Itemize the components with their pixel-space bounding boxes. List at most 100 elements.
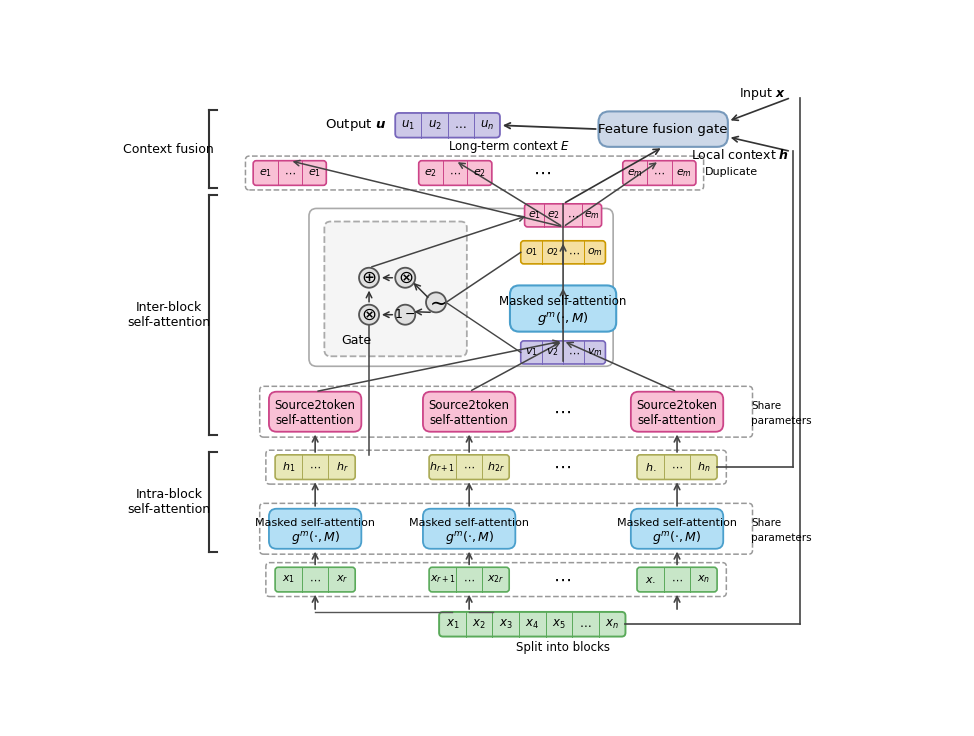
Text: $x_1$: $x_1$ <box>445 618 460 631</box>
Text: $g^m(\cdot, M)$: $g^m(\cdot, M)$ <box>444 529 494 546</box>
Text: $\cdots$: $\cdots$ <box>309 462 321 473</box>
Text: parameters: parameters <box>751 416 811 425</box>
Text: $h_n$: $h_n$ <box>697 460 710 474</box>
Text: $e_2$: $e_2$ <box>547 210 560 222</box>
Text: $x_{r+1}$: $x_{r+1}$ <box>430 573 456 585</box>
Text: $\cdots$: $\cdots$ <box>464 575 475 584</box>
Circle shape <box>395 268 415 288</box>
Text: $x_2$: $x_2$ <box>472 618 486 631</box>
Text: $v_2$: $v_2$ <box>546 347 559 358</box>
Text: Source2token: Source2token <box>275 399 356 412</box>
Text: $\sim$: $\sim$ <box>426 292 447 312</box>
Text: $\cdots$: $\cdots$ <box>533 164 551 182</box>
FancyBboxPatch shape <box>430 455 509 479</box>
Text: Share: Share <box>751 400 781 411</box>
Text: $x_1$: $x_1$ <box>281 573 295 585</box>
Text: $\cdots$: $\cdots$ <box>567 210 579 220</box>
Text: Duplicate: Duplicate <box>705 167 759 177</box>
Text: $v_1$: $v_1$ <box>525 347 538 358</box>
Text: $h_{2r}$: $h_{2r}$ <box>487 460 505 474</box>
Text: $h_1$: $h_1$ <box>281 460 295 474</box>
Text: Output $\boldsymbol{u}$: Output $\boldsymbol{u}$ <box>324 117 386 133</box>
Text: $\cdots$: $\cdots$ <box>671 575 683 584</box>
Text: $e_2$: $e_2$ <box>473 167 486 179</box>
Text: Share: Share <box>751 517 781 528</box>
Text: $o_m$: $o_m$ <box>587 247 603 258</box>
Text: Inter-block
self-attention: Inter-block self-attention <box>128 301 210 329</box>
FancyBboxPatch shape <box>637 455 717 479</box>
Text: $u_1$: $u_1$ <box>401 118 415 132</box>
FancyBboxPatch shape <box>598 111 728 147</box>
Text: Masked self-attention: Masked self-attention <box>255 517 375 528</box>
FancyBboxPatch shape <box>521 341 606 364</box>
Text: $\cdots$: $\cdots$ <box>552 458 571 476</box>
Text: Feature fusion gate: Feature fusion gate <box>598 123 728 135</box>
FancyBboxPatch shape <box>637 567 717 592</box>
Text: $\cdots$: $\cdots$ <box>455 118 467 132</box>
Text: $v_m$: $v_m$ <box>587 347 603 358</box>
Text: $x_r$: $x_r$ <box>336 573 348 585</box>
Text: $u_2$: $u_2$ <box>428 118 441 132</box>
FancyBboxPatch shape <box>525 204 602 227</box>
Text: $e_m$: $e_m$ <box>676 167 692 179</box>
FancyBboxPatch shape <box>622 160 695 185</box>
Text: $\cdots$: $\cdots$ <box>283 168 296 178</box>
Text: $\cdots$: $\cdots$ <box>580 618 592 631</box>
Text: Source2token: Source2token <box>637 399 718 412</box>
Text: $x_n$: $x_n$ <box>697 573 710 585</box>
Text: $\cdots$: $\cdots$ <box>552 570 571 589</box>
Text: $e_1$: $e_1$ <box>528 210 541 222</box>
FancyBboxPatch shape <box>439 612 625 637</box>
Text: $x_{2r}$: $x_{2r}$ <box>487 573 505 585</box>
Text: $x_5$: $x_5$ <box>552 618 566 631</box>
FancyBboxPatch shape <box>521 241 606 264</box>
Text: $e_m$: $e_m$ <box>584 210 600 222</box>
FancyBboxPatch shape <box>631 509 724 549</box>
Text: $\cdots$: $\cdots$ <box>309 575 321 584</box>
Text: $g^m(\cdot, M)$: $g^m(\cdot, M)$ <box>653 529 701 546</box>
FancyBboxPatch shape <box>419 160 492 185</box>
Text: self-attention: self-attention <box>638 414 717 427</box>
FancyBboxPatch shape <box>324 222 467 356</box>
Text: $\cdots$: $\cdots$ <box>568 347 580 358</box>
Text: $g^m(\cdot, M)$: $g^m(\cdot, M)$ <box>290 529 340 546</box>
Text: $u_n$: $u_n$ <box>480 118 494 132</box>
FancyBboxPatch shape <box>275 455 356 479</box>
Text: $e_1$: $e_1$ <box>308 167 320 179</box>
Text: $h_{r+1}$: $h_{r+1}$ <box>430 460 456 474</box>
Text: $e_2$: $e_2$ <box>425 167 437 179</box>
Text: $\cdots$: $\cdots$ <box>568 247 580 258</box>
Text: $\cdots$: $\cdots$ <box>464 462 475 473</box>
Text: Masked self-attention: Masked self-attention <box>409 517 529 528</box>
Circle shape <box>395 305 415 325</box>
Text: $e_1$: $e_1$ <box>259 167 272 179</box>
Text: self-attention: self-attention <box>276 414 355 427</box>
Text: Intra-block
self-attention: Intra-block self-attention <box>128 488 210 516</box>
Text: Context fusion: Context fusion <box>124 143 214 155</box>
Text: Input $\boldsymbol{x}$: Input $\boldsymbol{x}$ <box>739 87 786 102</box>
FancyBboxPatch shape <box>423 392 515 432</box>
Text: Source2token: Source2token <box>429 399 509 412</box>
Circle shape <box>359 268 379 288</box>
Text: $o_2$: $o_2$ <box>546 247 559 258</box>
FancyBboxPatch shape <box>269 392 361 432</box>
Text: $h_r$: $h_r$ <box>335 460 348 474</box>
Text: $o_1$: $o_1$ <box>525 247 538 258</box>
Text: self-attention: self-attention <box>430 414 508 427</box>
Text: Masked self-attention: Masked self-attention <box>500 295 627 308</box>
Text: $x_3$: $x_3$ <box>499 618 512 631</box>
Text: $\cdots$: $\cdots$ <box>552 403 571 421</box>
Text: Long-term context $E$: Long-term context $E$ <box>448 139 571 155</box>
Text: $e_m$: $e_m$ <box>627 167 643 179</box>
Text: parameters: parameters <box>751 533 811 542</box>
Text: $\oplus$: $\oplus$ <box>361 269 377 287</box>
Text: $\cdots$: $\cdots$ <box>449 168 462 178</box>
Text: Split into blocks: Split into blocks <box>516 641 610 654</box>
Text: Masked self-attention: Masked self-attention <box>618 517 737 528</box>
Text: $x_4$: $x_4$ <box>525 618 540 631</box>
Text: $\cdots$: $\cdots$ <box>654 168 665 178</box>
Text: $\otimes$: $\otimes$ <box>361 305 377 324</box>
Text: Local context $\boldsymbol{h}$: Local context $\boldsymbol{h}$ <box>692 147 790 161</box>
FancyBboxPatch shape <box>269 509 361 549</box>
Text: $1-$: $1-$ <box>394 308 416 321</box>
